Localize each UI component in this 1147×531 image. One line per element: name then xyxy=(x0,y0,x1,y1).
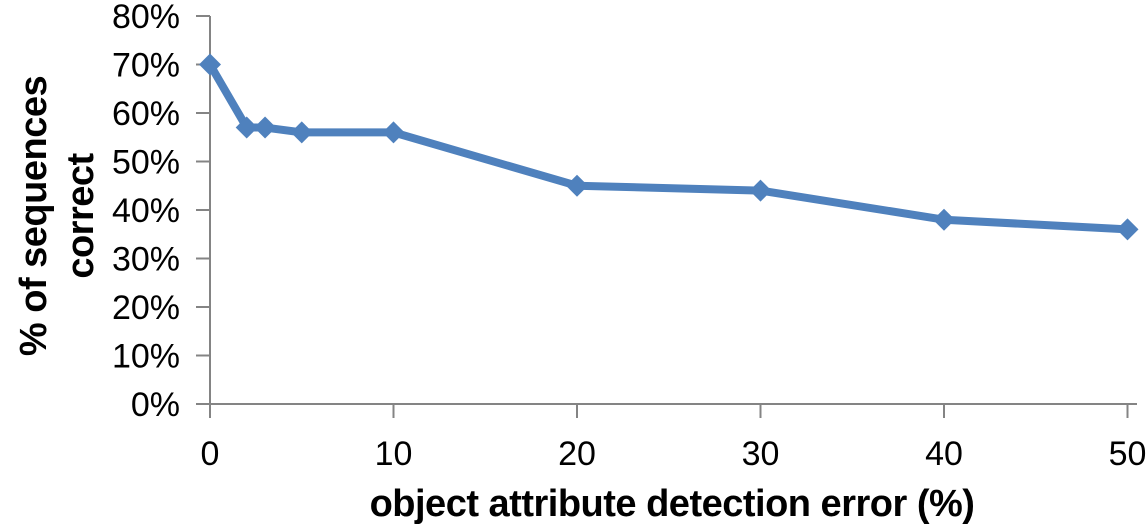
x-tick-label: 40 xyxy=(925,435,963,473)
data-point-marker xyxy=(290,121,313,144)
x-tick-label: 50 xyxy=(1109,435,1147,473)
y-tick-label: 60% xyxy=(112,95,180,133)
y-tick-label: 20% xyxy=(112,289,180,327)
data-point-marker xyxy=(199,53,221,76)
data-point-marker xyxy=(254,116,277,139)
y-tick-label: 70% xyxy=(112,47,180,85)
y-tick-label: 30% xyxy=(112,241,180,279)
y-tick-label: 80% xyxy=(112,0,180,36)
x-tick-label: 0 xyxy=(201,435,220,473)
y-axis-title-line2: correct xyxy=(60,152,102,278)
y-tick-label: 0% xyxy=(131,386,180,424)
data-point-marker xyxy=(566,174,588,197)
y-tick-label: 40% xyxy=(112,192,180,230)
data-point-marker xyxy=(235,116,258,139)
y-tick-label: 50% xyxy=(112,144,180,182)
data-point-marker xyxy=(382,121,405,144)
x-tick-label: 20 xyxy=(558,435,596,473)
y-tick-label: 10% xyxy=(112,338,180,376)
tick-label-layer: 0% 10% 20% 30% 40% 50% 60% 70% 80% 0 10 20 30 40 50 xyxy=(112,0,1146,473)
x-axis-title: object attribute detection error (%) xyxy=(370,483,975,525)
x-tick-label: 30 xyxy=(742,435,780,473)
series-layer xyxy=(199,53,1139,241)
y-axis-title-line1: % of sequences xyxy=(13,76,55,356)
data-point-marker xyxy=(749,179,772,202)
data-point-marker xyxy=(933,208,955,231)
data-point-marker xyxy=(1116,218,1139,241)
axes-layer xyxy=(196,15,1137,418)
series-line xyxy=(206,60,1132,234)
x-tick-label: 10 xyxy=(375,435,413,473)
